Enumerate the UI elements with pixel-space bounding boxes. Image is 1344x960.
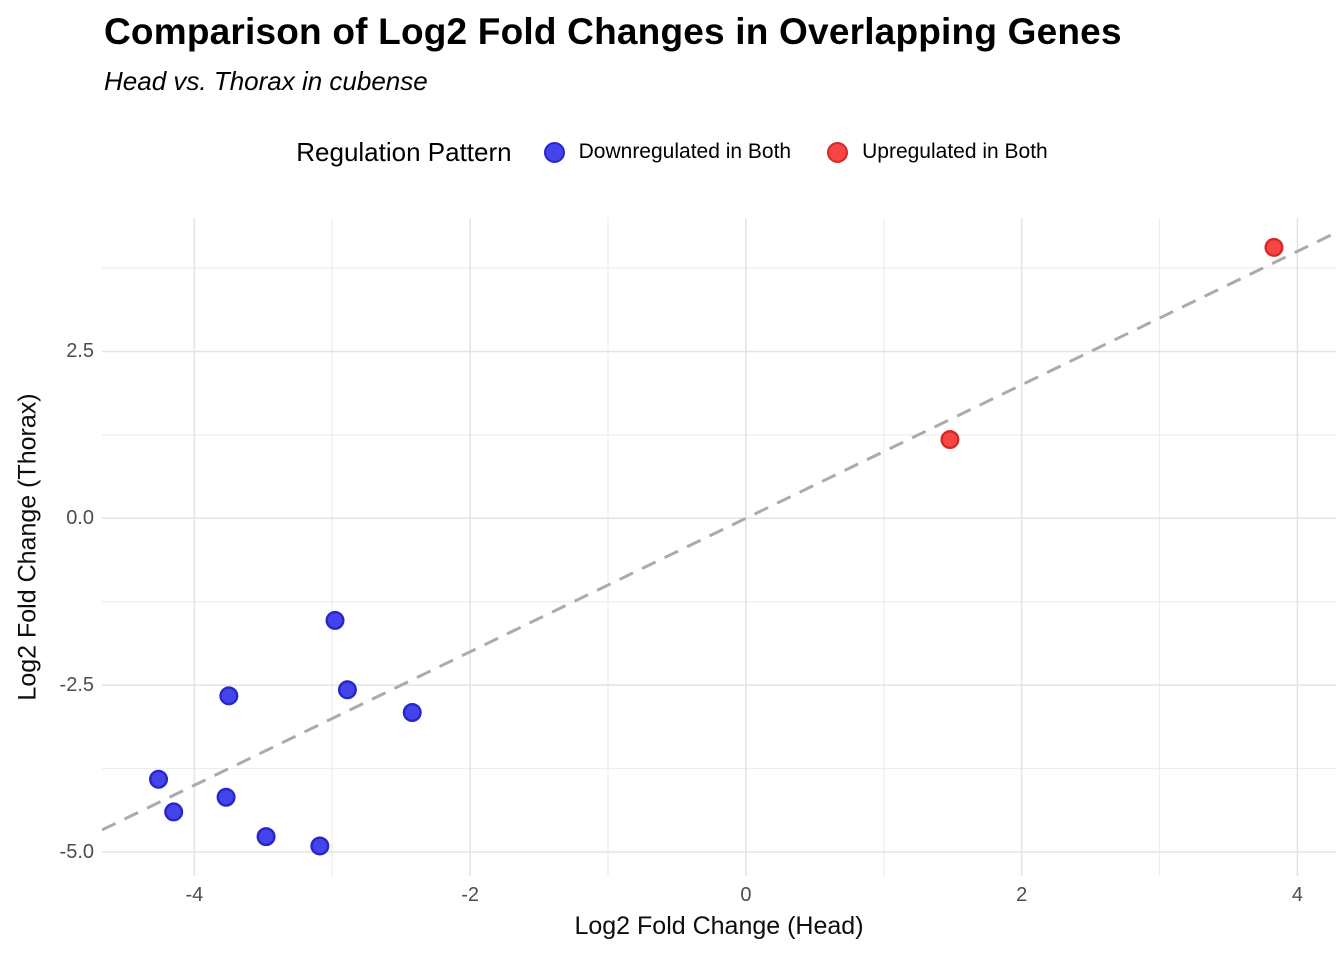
y-tick-label: 0.0 — [66, 507, 94, 530]
legend-dot-upregulated-icon — [827, 141, 849, 163]
data-point-downregulated — [216, 787, 236, 807]
x-tick-label: 0 — [740, 884, 752, 906]
x-tick-label: -4 — [185, 884, 204, 906]
legend-item-upregulated: Upregulated in Both — [827, 140, 1048, 164]
data-point-downregulated — [256, 827, 276, 847]
data-point-downregulated — [219, 686, 239, 706]
y-tick-label: -2.5 — [59, 674, 94, 697]
legend-item-label: Downregulated in Both — [578, 140, 792, 163]
legend-item-label: Upregulated in Both — [862, 140, 1048, 163]
y-axis-title-text: Log2 Fold Change (Thorax) — [13, 393, 42, 701]
x-axis-title: Log2 Fold Change (Head) — [574, 912, 864, 940]
plot-panel — [101, 218, 1337, 876]
x-tick-label: 2 — [1016, 884, 1028, 906]
legend-title: Regulation Pattern — [296, 136, 512, 167]
data-point-downregulated — [149, 769, 169, 789]
x-tick-label: -2 — [461, 884, 480, 906]
data-point-downregulated — [164, 802, 184, 822]
y-tick-label: 2.5 — [66, 340, 94, 363]
data-point-upregulated — [940, 430, 960, 450]
chart-title: Comparison of Log2 Fold Changes in Overl… — [104, 11, 1122, 52]
chart-subtitle: Head vs. Thorax in cubense — [104, 66, 428, 96]
data-point-downregulated — [337, 680, 357, 700]
y-tick-label: -5.0 — [59, 840, 94, 863]
data-point-downregulated — [310, 836, 330, 856]
legend-dot-downregulated-icon — [543, 141, 565, 163]
legend-item-downregulated: Downregulated in Both — [543, 140, 792, 164]
data-point-upregulated — [1264, 237, 1284, 257]
x-tick-label: 4 — [1291, 884, 1303, 906]
legend: Regulation Pattern Downregulated in Both… — [0, 130, 1344, 174]
scatter-plot — [101, 218, 1337, 876]
identity-reference-line — [101, 231, 1337, 832]
data-point-downregulated — [325, 610, 345, 630]
data-point-downregulated — [402, 703, 422, 723]
